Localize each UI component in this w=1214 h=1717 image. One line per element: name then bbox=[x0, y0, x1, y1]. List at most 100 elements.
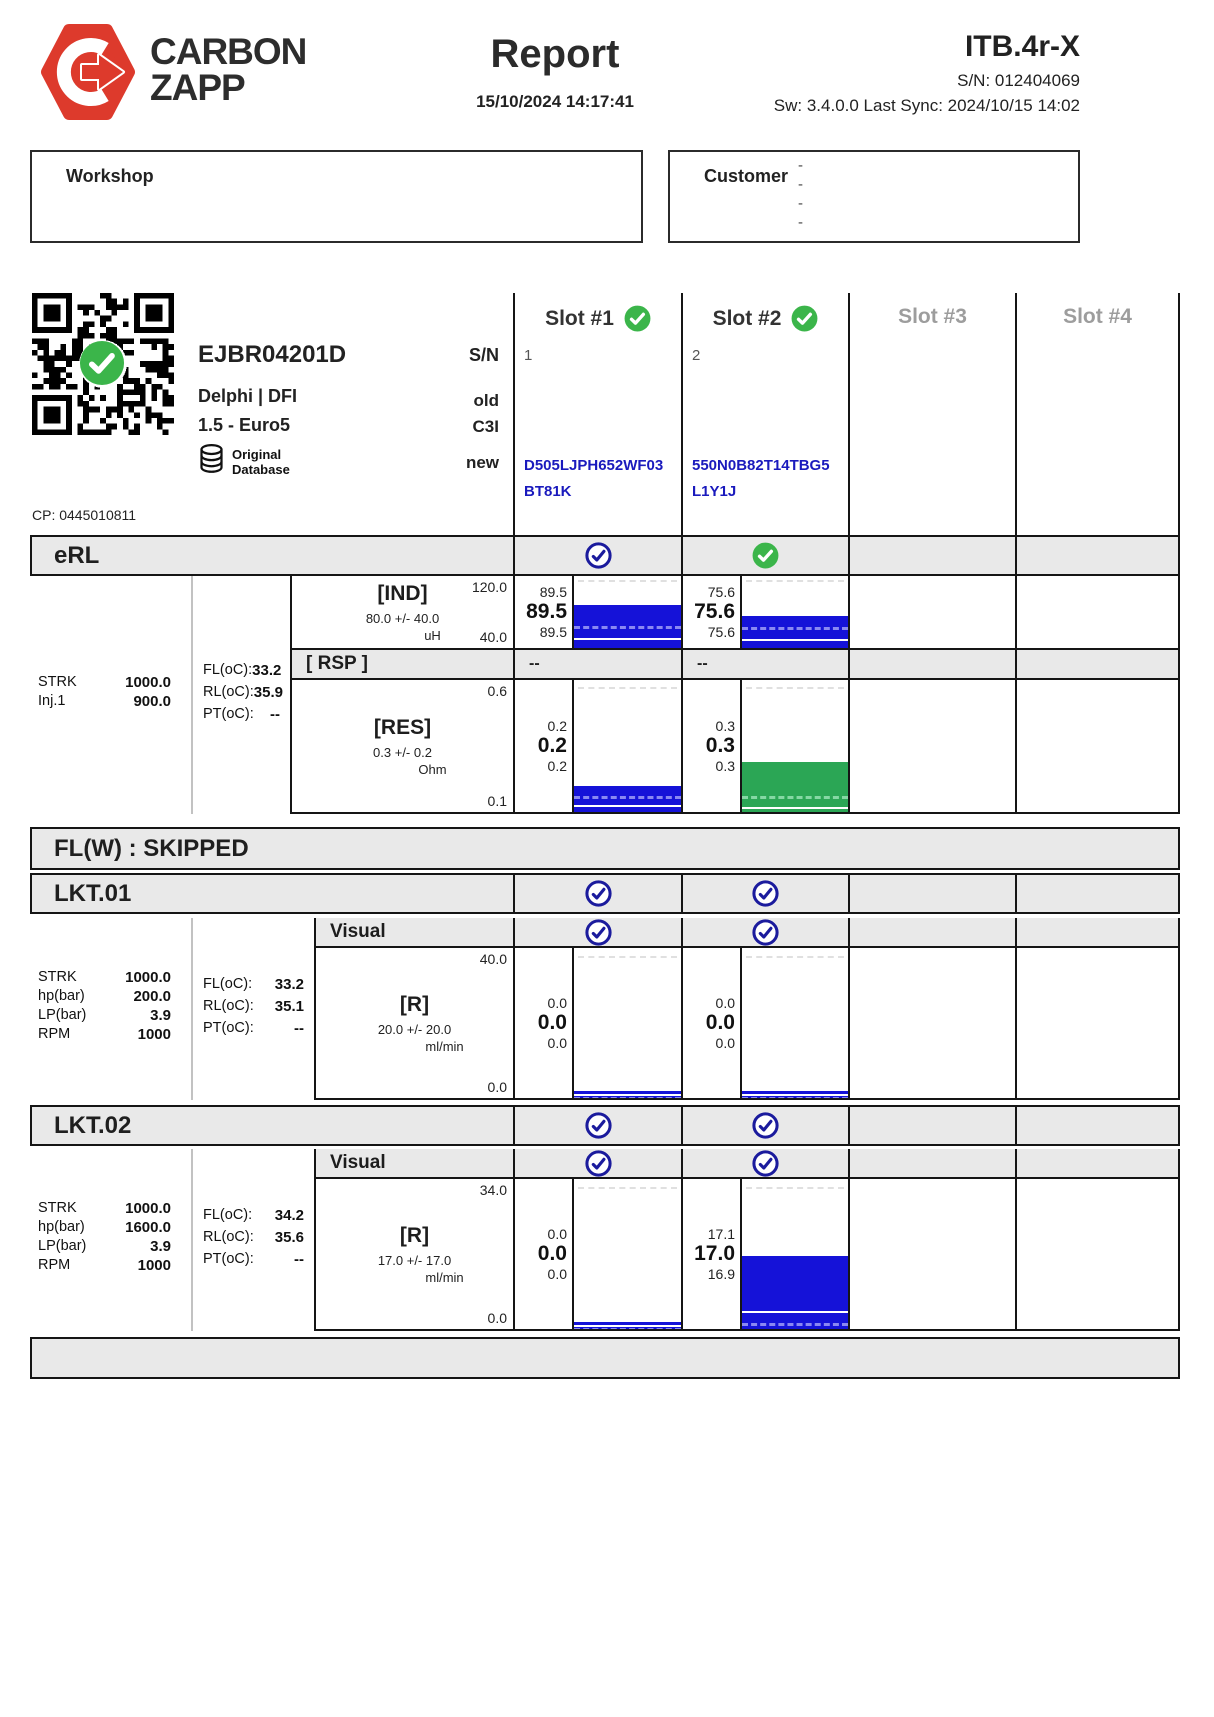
lkt02-r-slot2-cell: 17.1 17.0 16.9 bbox=[681, 1179, 848, 1331]
customer-label: Customer bbox=[704, 166, 789, 186]
lkt01-r-slot4-cell bbox=[1015, 948, 1180, 1100]
lkt01-r-row: 40.0 0.0 [R] 20.0 +/- 20.0 ml/min 0.0 0.0… bbox=[314, 948, 1180, 1100]
lkt02-visual-slot2-check-icon bbox=[681, 1149, 848, 1179]
ind-slot2-bar-graph bbox=[740, 576, 848, 648]
slot-1-new-code: D505LJPH652WF03 BT81K bbox=[524, 457, 664, 500]
res-slot1-cell: 0.2 0.2 0.2 bbox=[513, 680, 681, 814]
customer-box: Customer - - - - bbox=[668, 150, 1080, 243]
lkt02-r-slot2-bar-graph bbox=[740, 1179, 848, 1329]
lkt01-slot1-check-icon bbox=[584, 880, 612, 907]
lkt01-visual-slot4 bbox=[1015, 918, 1180, 948]
lkt02-r-slot1-cell: 0.0 0.0 0.0 bbox=[513, 1179, 681, 1331]
slot-1-number: 1 bbox=[524, 347, 533, 364]
footer-bar bbox=[30, 1337, 1180, 1379]
slot-3-title: Slot #3 bbox=[898, 305, 967, 328]
lkt02-visual-slot4 bbox=[1015, 1149, 1180, 1179]
device-software: Sw: 3.4.0.0 Last Sync: 2024/10/15 14:02 bbox=[773, 96, 1080, 115]
erl-temps: FL(oC): 33.2 RL(oC): 35.9 PT(oC): -- bbox=[203, 661, 283, 723]
rsp-slot3-value bbox=[848, 650, 1015, 680]
erl-slot2-check-icon bbox=[752, 542, 779, 569]
lkt02-test-r-info: 34.0 0.0 [R] 17.0 +/- 17.0 ml/min bbox=[314, 1179, 513, 1331]
section-flw-header: FL(W) : SKIPPED bbox=[30, 827, 1180, 870]
injector-brand: Delphi | DFI bbox=[198, 386, 298, 406]
lkt01-test-r-info: 40.0 0.0 [R] 20.0 +/- 20.0 ml/min bbox=[314, 948, 513, 1100]
test-res-info: 0.6 0.1 [RES] 0.3 +/- 0.2 Ohm bbox=[290, 680, 513, 814]
slot-1-title: Slot #1 bbox=[545, 306, 614, 330]
slot-1-check-icon bbox=[624, 305, 651, 332]
qr-check-icon bbox=[79, 340, 125, 386]
workshop-label: Workshop bbox=[66, 166, 154, 186]
lkt02-temps: FL(oC): 34.2 RL(oC): 35.6 PT(oC): -- bbox=[203, 1206, 304, 1268]
rsp-slot2-value: -- bbox=[681, 650, 848, 680]
injector-identity: EJBR04201D Delphi | DFI 1.5 - Euro5 Orig… bbox=[198, 341, 346, 479]
report-datetime: 15/10/2024 14:17:41 bbox=[476, 92, 634, 111]
section-erl-body: STRK 1000.0 Inj.1 900.0 FL(oC): 33.2 RL(oC)… bbox=[30, 576, 1180, 814]
lkt02-r-row: 34.0 0.0 [R] 17.0 +/- 17.0 ml/min 0.0 0.0… bbox=[314, 1179, 1180, 1331]
ind-slot1-cell: 89.5 89.5 89.5 bbox=[513, 576, 681, 650]
ind-slot3-cell bbox=[848, 576, 1015, 650]
lkt01-visual-label: Visual bbox=[314, 918, 513, 948]
test-rsp-info: [ RSP ] bbox=[290, 650, 513, 680]
injector-engine: 1.5 - Euro5 bbox=[198, 415, 291, 435]
lkt02-visual-slot1-check-icon bbox=[513, 1149, 681, 1179]
section-erl-title: eRL bbox=[54, 541, 100, 569]
slot-4-header-cell: Slot #4 bbox=[1015, 293, 1180, 535]
rsp-slot1-value: -- bbox=[513, 650, 681, 680]
lkt01-r-slot1-cell: 0.0 0.0 0.0 bbox=[513, 948, 681, 1100]
section-lkt02-header: LKT.02 bbox=[30, 1105, 1180, 1146]
res-slot1-bar-graph bbox=[572, 680, 681, 812]
customer-placeholder-dashes: - - - - bbox=[798, 157, 803, 231]
lkt01-temps: FL(oC): 33.2 RL(oC): 35.1 PT(oC): -- bbox=[203, 975, 304, 1037]
carbonzapp-logo-icon bbox=[38, 22, 138, 122]
section-lkt01-body: STRK 1000.0 hp(bar) 200.0 LP(bar) 3.9 RPM 10… bbox=[30, 918, 1180, 1100]
lkt01-slot2-check-icon bbox=[752, 880, 779, 907]
lkt01-r-slot2-cell: 0.0 0.0 0.0 bbox=[681, 948, 848, 1100]
res-slot2-bar-graph bbox=[740, 680, 848, 812]
slot-1-header-cell: Slot #1 1 D505LJPH652WF03 BT81K bbox=[513, 293, 681, 535]
page-title: Report bbox=[490, 32, 620, 76]
lkt01-visual-slot3 bbox=[848, 918, 1015, 948]
lkt01-visual-slot1-check-icon bbox=[513, 918, 681, 948]
lkt02-visual-label: Visual bbox=[314, 1149, 513, 1179]
res-slot2-cell: 0.3 0.3 0.3 bbox=[681, 680, 848, 814]
ind-slot2-cell: 75.6 75.6 75.6 bbox=[681, 576, 848, 650]
section-erl-header: eRL bbox=[30, 535, 1180, 576]
lkt02-r-slot1-bar-graph bbox=[572, 1179, 681, 1329]
erl-slot1-check-icon bbox=[584, 542, 612, 569]
ind-slot4-cell bbox=[1015, 576, 1180, 650]
lkt02-visual-slot3 bbox=[848, 1149, 1015, 1179]
injector-info-cell: EJBR04201D Delphi | DFI 1.5 - Euro5 Orig… bbox=[30, 293, 513, 535]
lkt02-r-slot4-cell bbox=[1015, 1179, 1180, 1331]
device-model: ITB.4r-X bbox=[964, 30, 1080, 63]
brand-name: CARBON ZAPP bbox=[150, 31, 307, 109]
database-icon bbox=[198, 444, 225, 479]
report-table: EJBR04201D Delphi | DFI 1.5 - Euro5 Orig… bbox=[30, 293, 1180, 1379]
section-lkt02-title: LKT.02 bbox=[54, 1111, 132, 1139]
lkt01-params: STRK 1000.0 hp(bar) 200.0 LP(bar) 3.9 RPM 10… bbox=[30, 918, 193, 1100]
lkt01-r-slot1-bar-graph bbox=[572, 948, 681, 1098]
injector-code: EJBR04201D bbox=[198, 341, 347, 368]
section-lkt01-title: LKT.01 bbox=[54, 879, 132, 907]
erl-res-row: 0.6 0.1 [RES] 0.3 +/- 0.2 Ohm 0.2 0.2 0.2 … bbox=[290, 680, 1180, 814]
section-lkt02-body: STRK 1000.0 hp(bar) 1600.0 LP(bar) 3.9 RPM 1… bbox=[30, 1149, 1180, 1331]
res-slot3-cell bbox=[848, 680, 1015, 814]
slot-3-header-cell: Slot #3 bbox=[848, 293, 1015, 535]
erl-ind-row: 120.0 40.0 [IND] 80.0 +/- 40.0 uH 89.5 89… bbox=[290, 576, 1180, 650]
res-slot4-cell bbox=[1015, 680, 1180, 814]
ind-slot1-bar-graph bbox=[572, 576, 681, 648]
injector-info-row: EJBR04201D Delphi | DFI 1.5 - Euro5 Orig… bbox=[30, 293, 1180, 535]
workshop-box: Workshop bbox=[30, 150, 643, 243]
rsp-slot4-value bbox=[1015, 650, 1180, 680]
lkt02-slot1-check-icon bbox=[584, 1112, 612, 1139]
lkt01-r-slot3-cell bbox=[848, 948, 1015, 1100]
slot-2-new-code: 550N0B82T14TBG5 L1Y1J bbox=[692, 457, 830, 500]
section-lkt01-header: LKT.01 bbox=[30, 873, 1180, 914]
label-old: old bbox=[473, 391, 500, 410]
lkt01-r-slot2-bar-graph bbox=[740, 948, 848, 1098]
database-source-label: Original Database bbox=[232, 446, 290, 477]
lkt01-visual-row: Visual bbox=[314, 918, 1180, 948]
label-c3i: C3I bbox=[472, 417, 499, 436]
erl-rsp-row: [ RSP ] -- -- bbox=[290, 650, 1180, 680]
lkt01-visual-slot2-check-icon bbox=[681, 918, 848, 948]
erl-params: STRK 1000.0 Inj.1 900.0 bbox=[30, 576, 193, 814]
